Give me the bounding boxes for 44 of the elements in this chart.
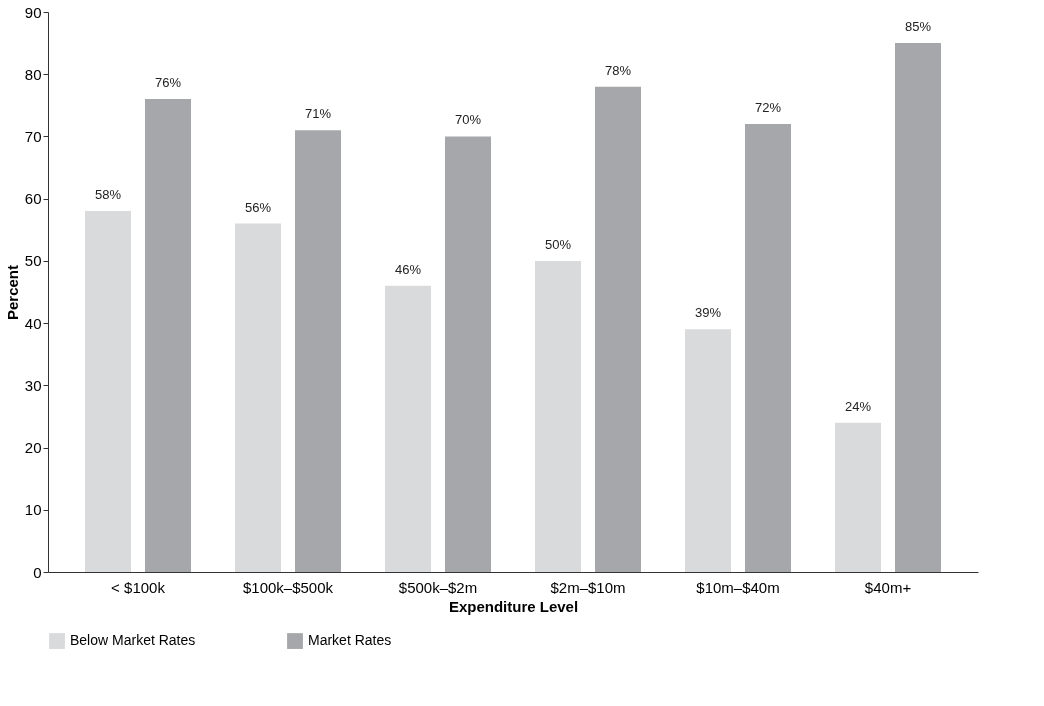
legend-label: Below Market Rates (70, 632, 196, 649)
bar (445, 136, 491, 572)
y-tick-label: 10 (24, 501, 42, 519)
data-label: 50% (544, 236, 572, 252)
legend-label: Market Rates (308, 632, 392, 649)
y-tick-label: 20 (24, 439, 42, 457)
data-label: 46% (394, 261, 422, 277)
y-tick-label: 90 (24, 3, 42, 21)
y-tick-label: 80 (24, 65, 42, 83)
data-label: 85% (904, 19, 932, 35)
y-tick-label: 50 (24, 252, 42, 270)
y-tick-label: 30 (24, 376, 42, 394)
bar (745, 124, 791, 572)
x-tick-label: $100k–$500k (242, 578, 334, 596)
data-label: 71% (304, 106, 332, 122)
y-tick-label: 70 (24, 127, 42, 145)
data-label: 70% (454, 112, 482, 128)
y-axis-title: Percent (3, 264, 21, 321)
data-label: 24% (844, 398, 872, 414)
x-tick-label: $10m–$40m (696, 578, 780, 596)
bar (235, 223, 281, 572)
bar (535, 260, 581, 572)
x-tick-label: $500k–$2m (398, 578, 478, 596)
data-label: 72% (754, 100, 782, 115)
bar (685, 329, 731, 572)
x-tick-label: $2m–$10m (550, 578, 626, 596)
data-label: 56% (244, 199, 272, 215)
y-tick-label: 60 (24, 190, 42, 208)
bar (895, 43, 941, 572)
y-tick-label: 40 (24, 314, 42, 332)
x-axis-title: Expenditure Level (448, 597, 579, 615)
bar (85, 211, 131, 572)
bar (145, 99, 191, 572)
x-tick-label: < $100k (111, 578, 166, 596)
bar (295, 130, 341, 572)
bar (835, 422, 881, 572)
data-label: 39% (694, 305, 722, 321)
y-tick-label: 0 (33, 563, 42, 581)
x-tick-label: $40m+ (864, 578, 912, 596)
data-label: 76% (154, 75, 182, 91)
data-label: 78% (604, 62, 632, 78)
bar (595, 86, 641, 572)
bar (385, 285, 431, 572)
data-label: 58% (94, 187, 122, 203)
